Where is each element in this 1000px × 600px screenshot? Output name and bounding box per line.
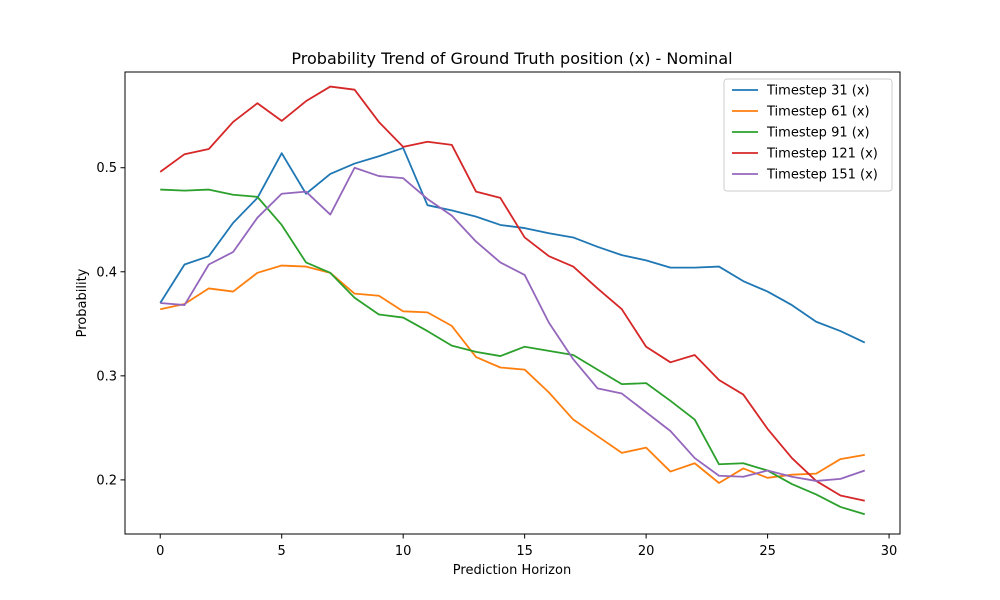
x-axis-ticks: 0 5 10 15 20 25 30 — [156, 534, 897, 559]
y-tick-label: 0.3 — [96, 369, 117, 384]
y-tick-label: 0.5 — [96, 161, 117, 176]
series-line-1 — [159, 147, 866, 344]
legend-box — [723, 78, 893, 192]
x-axis-label: Prediction Horizon — [453, 563, 571, 578]
y-axis-label: Probability — [75, 268, 90, 337]
x-tick-label: 0 — [156, 544, 164, 559]
y-tick-label: 0.4 — [96, 265, 117, 280]
series-line-2 — [160, 264, 865, 484]
y-tick-label: 0.2 — [96, 473, 117, 488]
series-lines — [159, 85, 866, 516]
chart-title: Probability Trend of Ground Truth positi… — [291, 49, 732, 68]
series-line-3 — [160, 188, 866, 516]
x-tick-label: 20 — [638, 544, 655, 559]
x-tick-label: 5 — [278, 544, 286, 559]
legend-entry: Timestep 151 (x) — [766, 168, 878, 183]
legend-entry: Timestep 121 (x) — [766, 147, 878, 162]
legend-entry: Timestep 61 (x) — [766, 105, 870, 120]
series-line-5 — [160, 166, 866, 482]
x-tick-label: 15 — [516, 544, 533, 559]
series-line-4 — [159, 85, 865, 502]
legend-entry: Timestep 31 (x) — [766, 84, 870, 99]
x-tick-label: 25 — [759, 544, 776, 559]
x-tick-label: 30 — [881, 544, 898, 559]
legend: Timestep 31 (x) Timestep 61 (x) Timestep 9… — [723, 78, 893, 192]
x-tick-label: 10 — [395, 544, 412, 559]
y-axis-ticks: 0.2 0.3 0.4 0.5 — [96, 161, 125, 488]
axes-frame — [124, 71, 901, 535]
legend-entry: Timestep 91 (x) — [766, 126, 870, 141]
